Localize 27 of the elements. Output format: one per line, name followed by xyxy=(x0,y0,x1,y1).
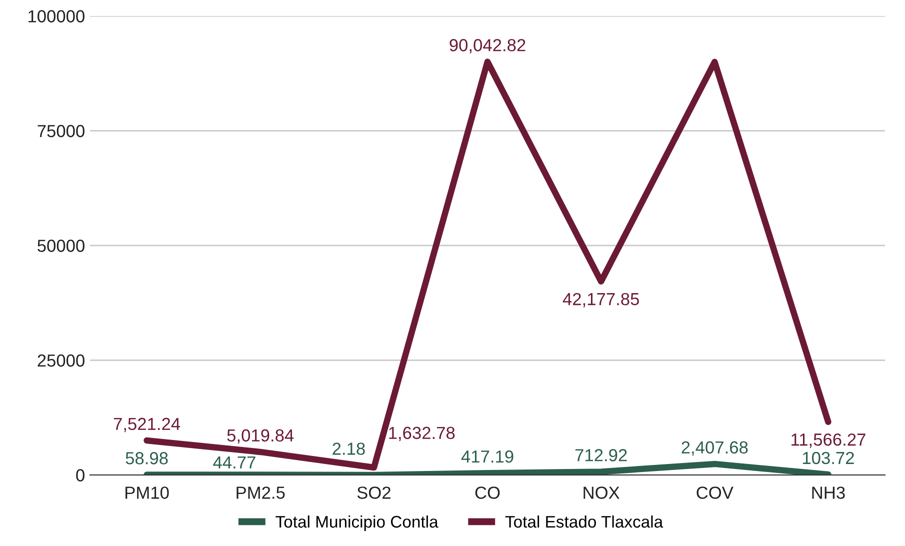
x-tick-label: NH3 xyxy=(812,486,845,499)
y-tick-label: 75000 xyxy=(38,124,84,138)
data-label: 42,177.85 xyxy=(562,292,639,308)
legend-label: Total Estado Tlaxcala xyxy=(505,515,664,528)
data-label: 417.19 xyxy=(461,450,514,463)
data-label: 712.92 xyxy=(575,449,627,462)
data-label: 103.72 xyxy=(802,452,854,464)
x-tick-label: PM2.5 xyxy=(236,486,285,499)
y-tick-label: 50000 xyxy=(38,240,84,252)
data-label: 90,042.82 xyxy=(450,39,526,54)
data-label: 58.98 xyxy=(126,452,168,464)
data-label: 1,632.78 xyxy=(389,426,455,442)
data-label: 44.77 xyxy=(213,456,256,468)
x-tick-label: PM10 xyxy=(126,486,169,499)
legend-label: Total Municipio Contla xyxy=(276,515,438,531)
data-label: 5,019.84 xyxy=(227,429,294,444)
x-tick-label: NOX xyxy=(584,486,620,499)
data-label: 2,407.68 xyxy=(682,441,748,456)
x-tick-label: CO xyxy=(475,486,500,499)
y-tick-label: 25000 xyxy=(38,354,84,367)
data-label: 7,521.24 xyxy=(114,418,180,432)
y-tick-label: 0 xyxy=(76,469,84,482)
x-tick-label: SO2 xyxy=(357,486,390,499)
data-label: 2.18 xyxy=(332,442,365,455)
data-label: 11,566.27 xyxy=(792,433,866,448)
y-tick-label: 100000 xyxy=(28,10,84,22)
x-tick-label: COV xyxy=(696,486,734,499)
